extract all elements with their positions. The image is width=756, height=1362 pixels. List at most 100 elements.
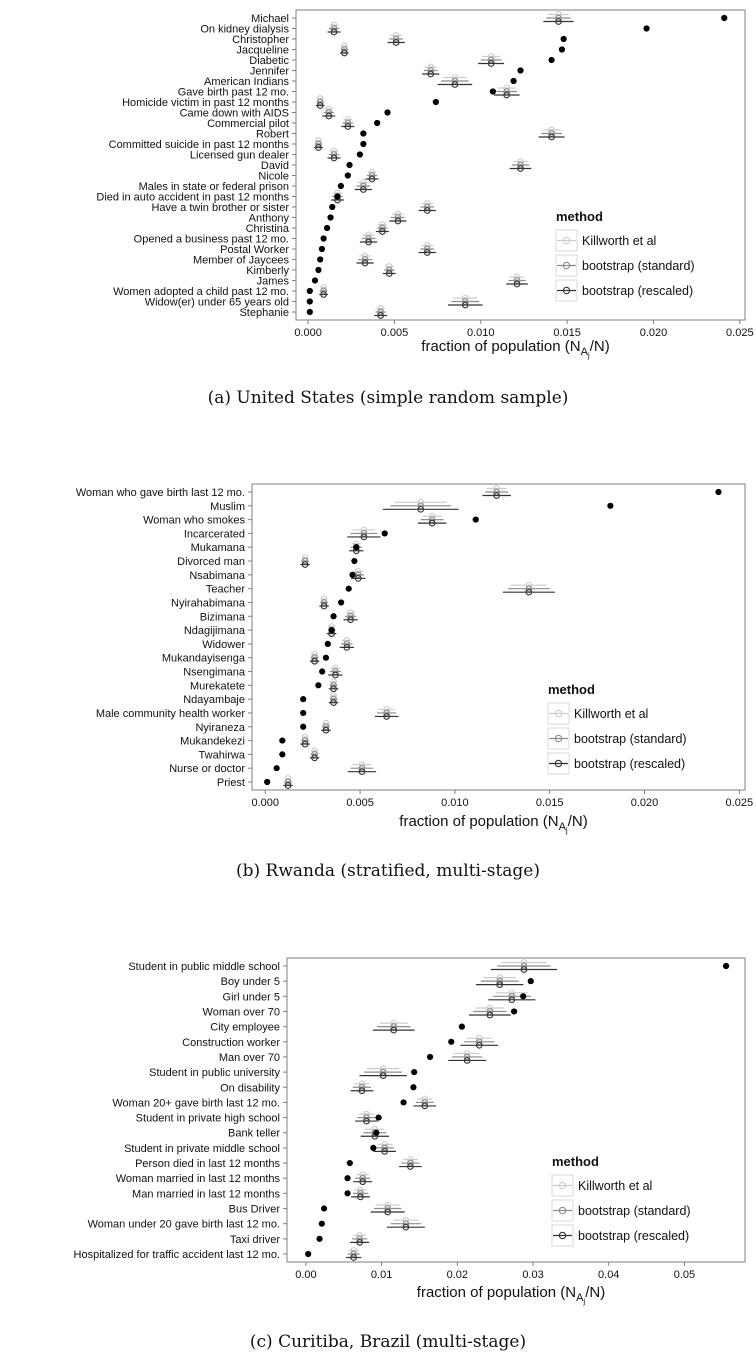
rescaled-point xyxy=(320,602,328,610)
rescaled-point xyxy=(383,713,390,720)
standard-point xyxy=(525,585,533,593)
true-value-point xyxy=(558,46,566,53)
category-label: Girl under 5 xyxy=(223,991,280,1003)
data-row: Woman who gave birth last 12 mo. xyxy=(76,485,722,499)
data-row: Person died in last 12 months xyxy=(135,1156,422,1170)
data-row: David xyxy=(261,158,532,172)
data-row: Woman married in last 12 months xyxy=(116,1171,373,1185)
x-tick-label: 0.000 xyxy=(294,327,322,339)
category-label: Woman who gave birth last 12 mo. xyxy=(76,487,245,499)
rescaled-point xyxy=(385,270,393,277)
data-row: Bizimana xyxy=(200,609,358,623)
rescaled-point xyxy=(330,154,338,162)
rescaled-point xyxy=(330,685,337,693)
category-label: Taxi driver xyxy=(230,1234,280,1246)
category-label: Widower xyxy=(202,639,245,651)
x-tick-label: 0.01 xyxy=(371,1269,392,1281)
true-value-point xyxy=(511,1008,518,1015)
data-row: Nicole xyxy=(258,168,379,183)
legend-entry-label: bootstrap (standard) xyxy=(582,259,695,273)
killworth-point xyxy=(378,221,386,228)
standard-point xyxy=(503,88,511,95)
true-value-point xyxy=(346,1159,353,1167)
killworth-point xyxy=(360,526,368,534)
category-label: Incarcerated xyxy=(184,528,245,540)
true-value-point xyxy=(317,256,324,263)
true-value-point xyxy=(322,654,330,661)
standard-point xyxy=(301,737,309,744)
category-label: Member of Jaycees xyxy=(193,255,289,267)
true-value-point xyxy=(330,613,337,620)
rescaled-point xyxy=(423,249,431,256)
rescaled-point xyxy=(330,28,338,36)
data-row: Women adopted a child past 12 mo. xyxy=(113,284,328,298)
standard-point xyxy=(383,709,390,717)
killworth-point xyxy=(379,1065,387,1072)
killworth-point xyxy=(325,105,333,113)
panel-1: 0.000 0.005 0.010 0.015 0.020 0.025 fraction o… xyxy=(96,9,754,408)
category-label: Student in private high school xyxy=(136,1113,280,1125)
category-label: Divorced man xyxy=(177,556,245,568)
killworth-point xyxy=(363,1110,370,1118)
legend-title: method xyxy=(556,209,603,224)
true-value-point xyxy=(722,962,730,970)
killworth-point xyxy=(423,200,431,207)
x-tick-label: 0.010 xyxy=(441,797,469,809)
rescaled-point xyxy=(496,981,504,989)
true-value-point xyxy=(384,109,391,116)
rescaled-point xyxy=(354,575,362,582)
data-row: Bank teller xyxy=(228,1125,390,1140)
standard-point xyxy=(555,14,562,22)
killworth-point xyxy=(361,252,369,260)
category-label: Mukamana xyxy=(191,542,246,554)
data-row: Jennifer xyxy=(250,63,524,78)
rescaled-point xyxy=(493,492,500,499)
rescaled-point xyxy=(377,312,384,319)
standard-point xyxy=(402,1220,410,1228)
category-label: Man over 70 xyxy=(219,1052,280,1064)
standard-point xyxy=(390,1023,398,1030)
standard-point xyxy=(330,681,337,689)
rescaled-point xyxy=(360,533,368,541)
killworth-point xyxy=(360,179,367,186)
true-value-point xyxy=(344,1190,351,1197)
rescaled-point xyxy=(368,175,376,183)
standard-point xyxy=(384,1205,392,1212)
rescaled-point xyxy=(486,1011,494,1019)
category-label: Homicide victim in past 12 months xyxy=(122,97,289,109)
data-row: Man over 70 xyxy=(219,1050,487,1064)
killworth-point xyxy=(359,1171,367,1179)
true-value-point xyxy=(432,98,439,106)
standard-point xyxy=(517,161,524,169)
true-value-point xyxy=(338,599,345,606)
killworth-point xyxy=(343,637,351,644)
standard-point xyxy=(330,151,338,158)
standard-point xyxy=(320,599,328,606)
killworth-point xyxy=(508,989,516,997)
true-value-point xyxy=(353,544,360,551)
legend-entry-label: Killworth et al xyxy=(578,1179,652,1193)
data-row: Woman 20+ gave birth last 12 mo. xyxy=(112,1095,437,1109)
legend-entry-label: Killworth et al xyxy=(574,707,648,721)
panel-caption: (a) United States (simple random sample) xyxy=(208,388,569,408)
killworth-point xyxy=(548,126,555,134)
x-axis-title: fraction of population (NAj/N) xyxy=(399,813,587,835)
data-row: James xyxy=(257,273,528,288)
killworth-point xyxy=(315,137,322,144)
data-row: Twahirwa xyxy=(199,747,320,761)
data-row: Diabetic xyxy=(249,53,555,67)
killworth-point xyxy=(525,581,533,589)
category-label: Nyiraneza xyxy=(195,722,245,734)
data-row: Widow(er) under 65 years old xyxy=(145,294,483,309)
category-label: Nsabimana xyxy=(189,570,246,582)
true-value-point xyxy=(370,1144,377,1151)
standard-point xyxy=(423,203,431,211)
legend-entry-label: bootstrap (rescaled) xyxy=(582,284,693,298)
killworth-point xyxy=(344,116,352,123)
standard-point xyxy=(417,502,425,510)
killworth-point xyxy=(394,210,402,218)
category-label: Christina xyxy=(246,223,290,235)
standard-point xyxy=(350,1250,357,1258)
rescaled-point xyxy=(330,699,337,706)
category-label: Died in auto accident in past 12 months xyxy=(96,192,289,204)
